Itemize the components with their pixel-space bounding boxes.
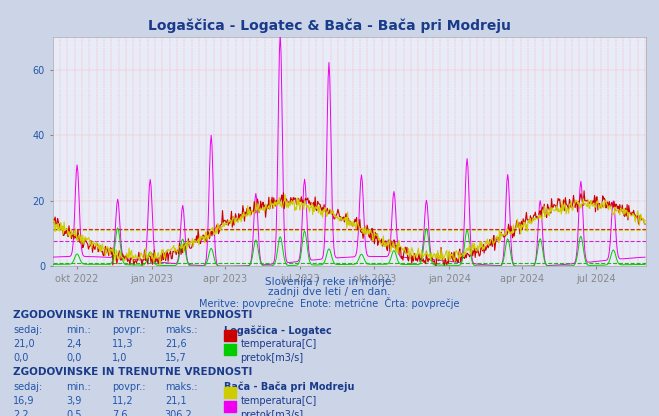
Text: min.:: min.: (66, 325, 91, 335)
Text: sedaj:: sedaj: (13, 382, 42, 392)
Text: Slovenija / reke in morje.: Slovenija / reke in morje. (264, 277, 395, 287)
Text: 0,5: 0,5 (66, 410, 82, 416)
Text: Bača - Bača pri Modreju: Bača - Bača pri Modreju (224, 382, 355, 392)
Text: 2,4: 2,4 (66, 339, 82, 349)
Text: 15,7: 15,7 (165, 353, 186, 363)
Text: ZGODOVINSKE IN TRENUTNE VREDNOSTI: ZGODOVINSKE IN TRENUTNE VREDNOSTI (13, 367, 252, 377)
Text: min.:: min.: (66, 382, 91, 392)
Text: 11,3: 11,3 (112, 339, 134, 349)
Text: 1,0: 1,0 (112, 353, 127, 363)
Text: 306,2: 306,2 (165, 410, 192, 416)
Text: ZGODOVINSKE IN TRENUTNE VREDNOSTI: ZGODOVINSKE IN TRENUTNE VREDNOSTI (13, 310, 252, 320)
Text: povpr.:: povpr.: (112, 325, 146, 335)
Text: povpr.:: povpr.: (112, 382, 146, 392)
Text: sedaj:: sedaj: (13, 325, 42, 335)
Text: 21,6: 21,6 (165, 339, 186, 349)
Text: 3,9: 3,9 (66, 396, 81, 406)
Text: 7,6: 7,6 (112, 410, 128, 416)
Text: 0,0: 0,0 (13, 353, 28, 363)
Text: temperatura[C]: temperatura[C] (241, 396, 317, 406)
Text: maks.:: maks.: (165, 325, 197, 335)
Text: 0,0: 0,0 (66, 353, 81, 363)
Text: zadnji dve leti / en dan.: zadnji dve leti / en dan. (268, 287, 391, 297)
Text: 11,2: 11,2 (112, 396, 134, 406)
Text: 16,9: 16,9 (13, 396, 35, 406)
Text: pretok[m3/s]: pretok[m3/s] (241, 410, 304, 416)
Text: 21,1: 21,1 (165, 396, 186, 406)
Text: pretok[m3/s]: pretok[m3/s] (241, 353, 304, 363)
Text: maks.:: maks.: (165, 382, 197, 392)
Text: 2,2: 2,2 (13, 410, 29, 416)
Text: temperatura[C]: temperatura[C] (241, 339, 317, 349)
Text: 21,0: 21,0 (13, 339, 35, 349)
Text: Logaščica - Logatec & Bača - Bača pri Modreju: Logaščica - Logatec & Bača - Bača pri Mo… (148, 19, 511, 33)
Text: Meritve: povprečne  Enote: metrične  Črta: povprečje: Meritve: povprečne Enote: metrične Črta:… (199, 297, 460, 310)
Text: Logaščica - Logatec: Logaščica - Logatec (224, 325, 332, 336)
